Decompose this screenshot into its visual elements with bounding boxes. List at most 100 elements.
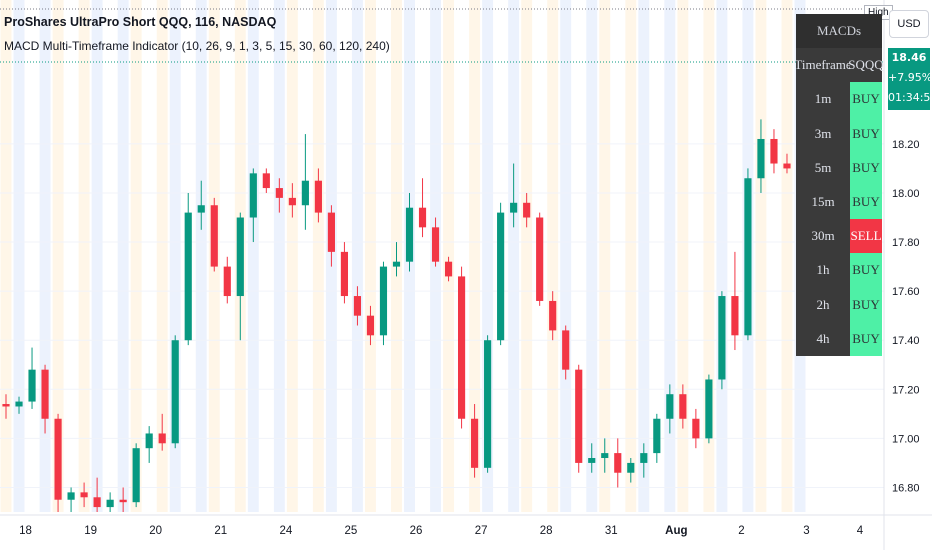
session-band [625,0,637,512]
x-tick-label: 25 [345,525,358,537]
y-tick-label: 17.60 [892,286,920,298]
candle-body [666,394,674,419]
session-band [247,0,259,512]
x-tick-label: 20 [149,525,162,537]
session-band [195,0,207,512]
session-band [169,0,181,512]
session-band [703,0,715,512]
session-band [156,0,168,512]
indicator-label[interactable]: MACD Multi-Timeframe Indicator (10, 26, … [4,39,390,53]
candle-body [692,418,700,439]
session-band [664,0,676,512]
y-tick-label: 17.00 [892,433,920,445]
candle-body [510,202,518,213]
currency-button[interactable]: USD [889,10,929,38]
candle-body [757,138,765,179]
macd-table-title: MACDs [796,14,882,49]
y-tick-label: 18.20 [892,139,920,151]
x-tick-label: 28 [540,525,553,537]
tf-cell: 15m [796,185,850,220]
x-tick-label: 27 [475,525,488,537]
x-tick-label: 18 [19,525,32,537]
tf-cell: 1h [796,253,850,288]
candle-body [2,404,10,407]
candle-body [653,418,661,454]
session-band [286,0,298,512]
tf-cell: 2h [796,287,850,322]
tf-cell: 1m [796,82,850,117]
candle-body [288,197,296,206]
signal-cell: BUY [850,150,882,185]
x-tick-label: 21 [214,525,227,537]
candle-body [353,296,362,316]
session-band [560,0,572,512]
candle-body [614,453,622,473]
candle-body [171,340,179,444]
x-tick-label: 24 [279,525,292,537]
signal-cell: BUY [850,287,882,322]
x-tick-label: 4 [857,525,864,537]
candle-body [497,212,505,341]
y-tick-label: 18.00 [892,188,920,200]
candle-body [197,205,205,213]
session-band [117,0,129,512]
session-band [781,0,793,512]
session-band [677,0,689,512]
candle-body [132,448,140,503]
candle-body [80,492,88,498]
candle-body [731,296,739,336]
candle-body [562,330,570,370]
candle-body [28,369,36,402]
signal-cell: BUY [850,321,882,356]
symbol-header: SQQQ [848,48,884,83]
session-band [482,0,494,512]
session-band [508,0,520,512]
bar-countdown: 01:34:50 [888,91,932,104]
candle-body [523,202,531,218]
candle-body [601,453,609,459]
candle-body [54,418,62,500]
tf-cell: 30m [796,219,850,254]
session-band [273,0,285,512]
candle-body [405,207,414,262]
session-band [78,0,90,512]
tf-cell: 3m [796,116,850,151]
candle-body [67,492,75,500]
candle-body [484,340,492,468]
candle-body [588,458,596,463]
candle-body [705,379,713,439]
session-band [91,0,103,512]
session-band [716,0,728,512]
candle-body [575,369,583,463]
x-tick-label: 19 [84,525,97,537]
candle-body [327,212,335,252]
candle-body [471,418,479,468]
symbol-title: ProShares UltraPro Short QQQ, 116, NASDA… [4,15,277,29]
candle-body [236,217,244,297]
y-tick-label: 17.80 [892,237,920,249]
candle-body [444,261,453,277]
last-price-tag: 18.46 +7.95% 01:34:50 [888,48,932,110]
session-band [39,0,51,512]
candle-body [770,138,778,164]
candle-body [301,180,309,206]
candle-body [627,462,635,473]
y-tick-label: 17.40 [892,335,920,347]
candle-body [93,497,101,508]
candle-body [392,261,401,267]
tf-cell: 5m [796,150,850,185]
session-band [469,0,481,512]
candle-body [314,180,322,213]
session-band [312,0,324,512]
candle-body [783,163,791,169]
price-change: +7.95% [888,71,932,84]
timeframe-header: Timeframe [794,48,852,83]
candle-body [549,300,557,331]
session-band [13,0,25,512]
session-band [599,0,611,512]
last-price: 18.46 [891,51,927,64]
candle-body [223,266,231,297]
session-band [130,0,142,512]
session-band [547,0,559,512]
